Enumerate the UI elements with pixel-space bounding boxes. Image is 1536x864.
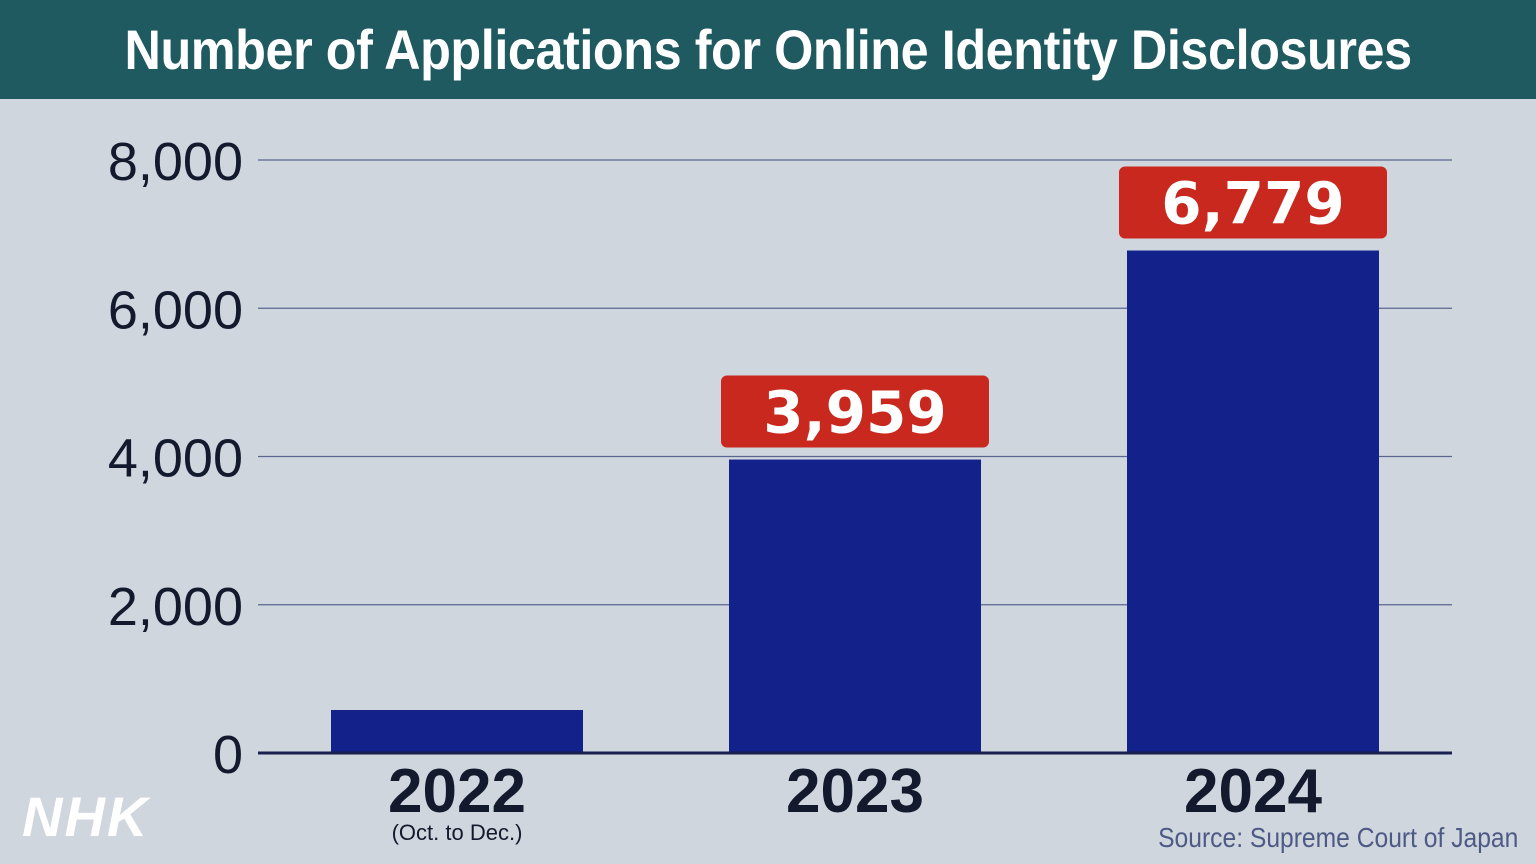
data-label-badge xyxy=(721,375,989,448)
nhk-logo: NHK xyxy=(22,785,150,848)
y-tick-label: 2,000 xyxy=(108,577,243,637)
source-note: Source: Supreme Court of Japan xyxy=(1157,822,1518,853)
x-tick-note: (Oct. to Dec.) xyxy=(392,820,523,845)
title-bar: Number of Applications for Online Identi… xyxy=(0,0,1536,99)
y-tick-label: 6,000 xyxy=(108,280,243,340)
bar xyxy=(1127,250,1379,753)
bar xyxy=(331,710,583,753)
x-tick-label: 2023 xyxy=(786,757,924,826)
y-tick-label: 0 xyxy=(213,725,243,785)
y-tick-label: 4,000 xyxy=(108,429,243,489)
data-label: 3,959 xyxy=(763,379,946,447)
x-tick-label: 2024 xyxy=(1184,757,1322,826)
data-label: 6,779 xyxy=(1161,170,1344,238)
x-tick-label: 2022 xyxy=(388,757,526,826)
y-tick-label: 8,000 xyxy=(108,132,243,192)
chart-title: Number of Applications for Online Identi… xyxy=(124,18,1412,81)
bar xyxy=(729,459,981,753)
data-label-badge xyxy=(1119,166,1387,239)
